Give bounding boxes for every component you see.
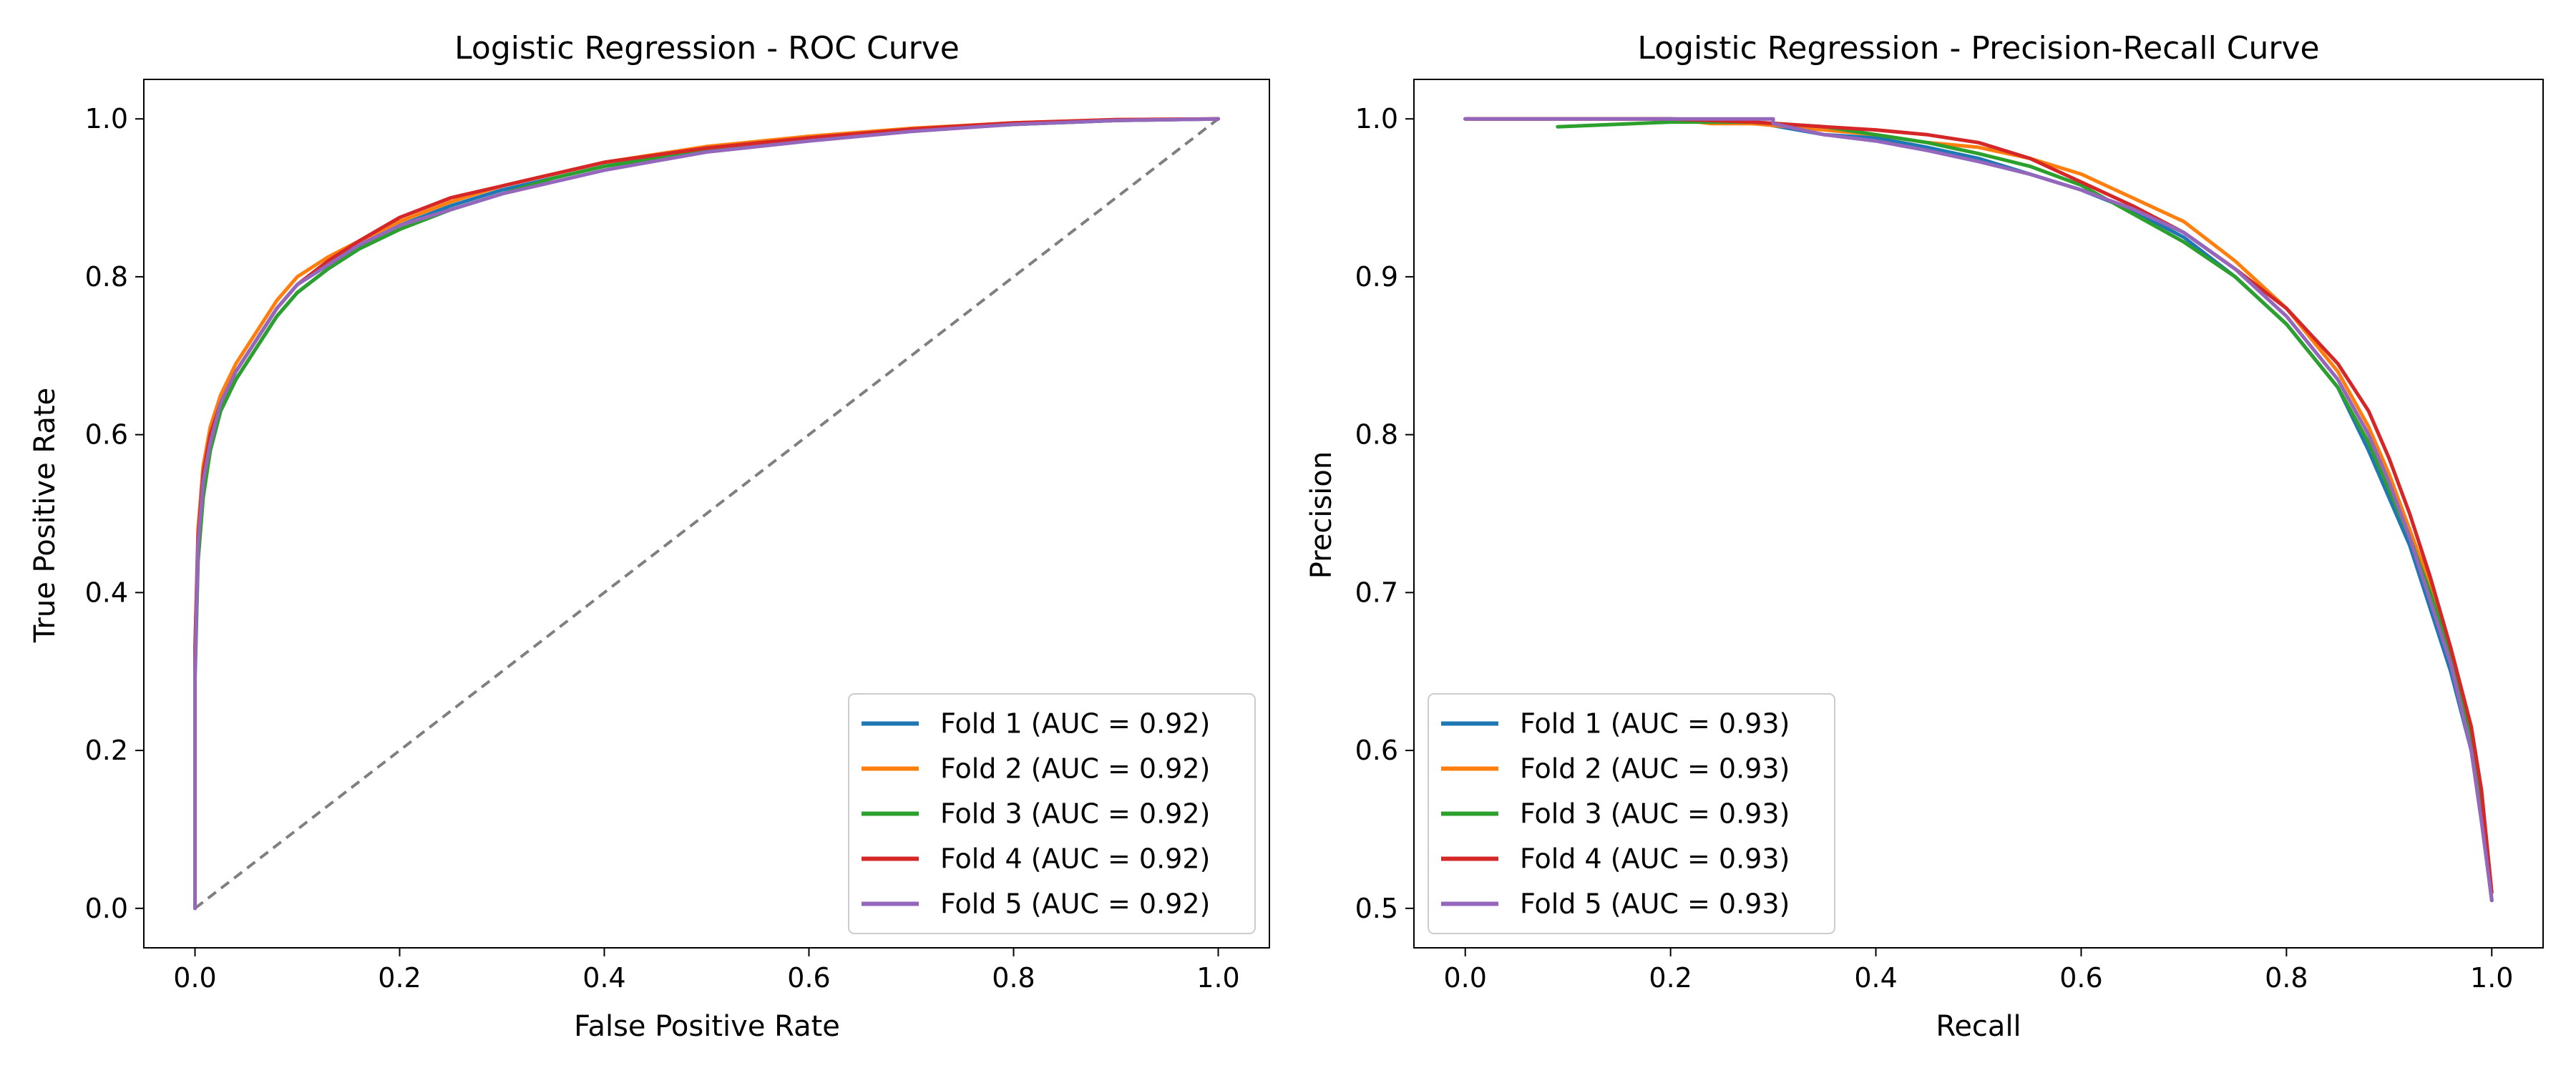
roc-x-tick-label: 0.0 xyxy=(173,962,216,994)
pr-x-tick-label: 0.8 xyxy=(2265,962,2308,994)
roc-x-tick-label: 0.4 xyxy=(582,962,625,994)
pr-x-tick-label: 0.2 xyxy=(1649,962,1692,994)
roc-x-axis-label: False Positive Rate xyxy=(574,1010,840,1043)
roc-legend-label: Fold 5 (AUC = 0.92) xyxy=(940,888,1210,920)
roc-chart-panel: Logistic Regression - ROC Curve False Po… xyxy=(29,30,1270,1043)
pr-x-tick-label: 0.0 xyxy=(1444,962,1487,994)
pr-axes-frame xyxy=(1413,79,2544,949)
roc-axes-frame xyxy=(143,79,1270,949)
roc-legend: Fold 1 (AUC = 0.92) Fold 2 (AUC = 0.92) Fo… xyxy=(848,693,1256,934)
roc-chart-title: Logistic Regression - ROC Curve xyxy=(454,30,960,67)
pr-legend-label: Fold 2 (AUC = 0.93) xyxy=(1520,753,1790,785)
roc-x-tick-label: 0.2 xyxy=(378,962,421,994)
pr-legend-label: Fold 4 (AUC = 0.93) xyxy=(1520,843,1790,875)
pr-series-line-fold-3 xyxy=(1556,120,2494,903)
pr-x-tick-label: 0.4 xyxy=(1854,962,1897,994)
roc-y-tick-label: 0.2 xyxy=(85,735,128,766)
pr-y-tick-label: 1.0 xyxy=(1355,103,1398,134)
pr-legend-label: Fold 1 (AUC = 0.93) xyxy=(1520,708,1790,740)
pr-legend-box xyxy=(1428,693,1835,934)
roc-y-tick-label: 0.4 xyxy=(85,577,128,608)
roc-legend-label: Fold 2 (AUC = 0.92) xyxy=(940,753,1210,785)
pr-legend-label: Fold 3 (AUC = 0.93) xyxy=(1520,798,1790,830)
roc-chance-line xyxy=(194,117,1219,910)
pr-series-line-fold-5 xyxy=(1463,117,2494,903)
roc-x-tick-label: 0.6 xyxy=(787,962,830,994)
pr-y-tick-label: 0.7 xyxy=(1355,577,1398,608)
roc-y-tick-label: 0.6 xyxy=(85,419,128,451)
roc-series-line-fold-5 xyxy=(193,117,1220,911)
pr-x-axis-label: Recall xyxy=(1936,1010,2021,1043)
roc-x-tick-label: 1.0 xyxy=(1196,962,1239,994)
roc-legend-label: Fold 4 (AUC = 0.92) xyxy=(940,843,1210,875)
roc-y-tick-label: 0.0 xyxy=(85,893,128,924)
pr-legend: Fold 1 (AUC = 0.93) Fold 2 (AUC = 0.93) Fo… xyxy=(1428,693,1835,934)
roc-plot-area: 0.0 0.2 0.4 0.6 0.8 1.0 0.0 0.2 0.4 0.6 0.8 1.0 Fold… xyxy=(85,79,1270,994)
pr-chart-title: Logistic Regression - Precision-Recall C… xyxy=(1637,30,2319,67)
pr-x-tick-label: 0.6 xyxy=(2059,962,2102,994)
roc-legend-label: Fold 3 (AUC = 0.92) xyxy=(940,798,1210,830)
pr-y-axis-label: Precision xyxy=(1305,451,1338,579)
roc-legend-box xyxy=(848,693,1256,934)
roc-y-tick-label: 0.8 xyxy=(85,261,128,293)
roc-x-tick-label: 0.8 xyxy=(992,962,1035,994)
pr-legend-label: Fold 5 (AUC = 0.93) xyxy=(1520,888,1790,920)
pr-y-tick-label: 0.6 xyxy=(1355,735,1398,766)
pr-chart-panel: Logistic Regression - Precision-Recall C… xyxy=(1305,30,2544,1043)
pr-plot-area: 0.0 0.2 0.4 0.6 0.8 1.0 0.5 0.6 0.7 0.8 0.9 1.0 Fold… xyxy=(1355,79,2544,994)
roc-y-tick-label: 1.0 xyxy=(85,103,128,134)
pr-x-tick-label: 1.0 xyxy=(2470,962,2513,994)
pr-y-tick-label: 0.5 xyxy=(1355,893,1398,924)
roc-y-axis-label: True Positive Rate xyxy=(29,388,62,643)
roc-legend-label: Fold 1 (AUC = 0.92) xyxy=(940,708,1210,740)
pr-y-tick-label: 0.9 xyxy=(1355,261,1398,293)
pr-y-tick-label: 0.8 xyxy=(1355,419,1398,451)
